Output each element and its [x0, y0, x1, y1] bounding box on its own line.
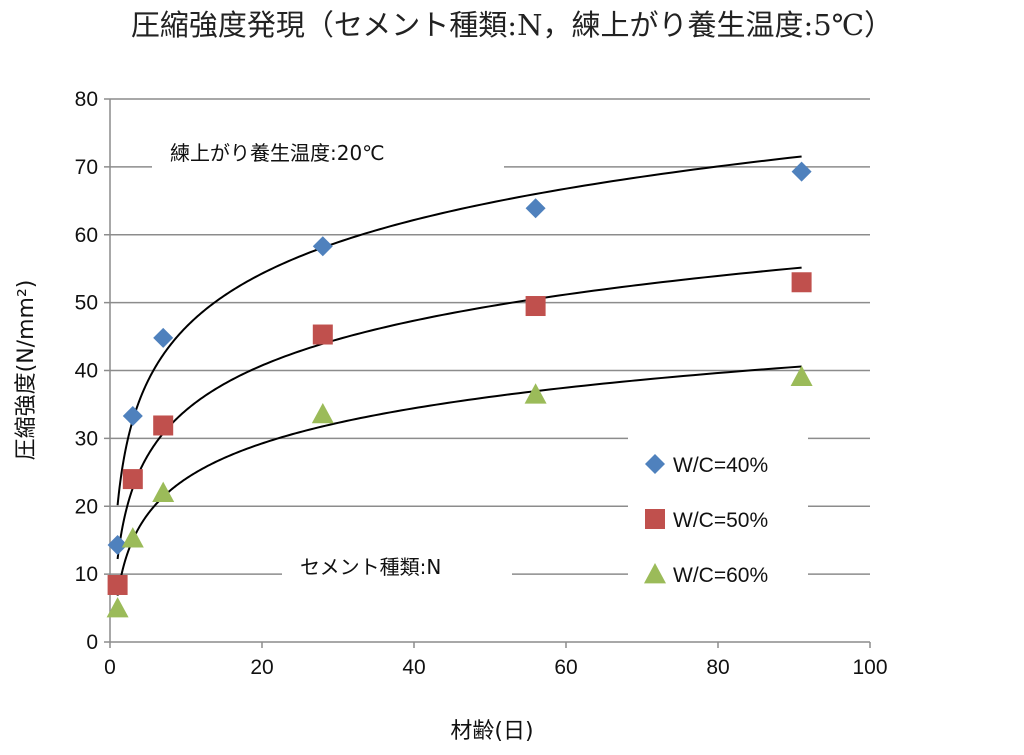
data-point-triangle	[524, 383, 547, 404]
legend-label: W/C=60%	[673, 564, 768, 587]
x-tick-label: 80	[706, 656, 729, 679]
data-point-diamond	[107, 534, 128, 555]
reference-curves	[116, 155, 802, 596]
x-tick-label: 20	[250, 656, 273, 679]
y-tick-label: 70	[75, 156, 98, 179]
x-tick-label: 40	[402, 656, 425, 679]
data-point-square	[153, 415, 174, 436]
legend: W/C=40% W/C=50% W/C=60%	[628, 437, 808, 603]
gridlines	[110, 98, 870, 575]
data-point-square	[107, 574, 128, 595]
x-tick-label: 100	[852, 656, 887, 679]
legend-marker-triangle	[644, 563, 666, 584]
y-tick-label: 80	[75, 88, 98, 111]
data-point-square	[791, 272, 812, 293]
reference-curve-2	[116, 266, 802, 560]
y-tick-label: 60	[75, 224, 98, 247]
y-tick-label: 50	[75, 292, 98, 315]
x-axis-title: 材齢(日)	[450, 719, 533, 744]
y-tick-label: 30	[75, 427, 98, 450]
x-tick-label: 0	[104, 656, 116, 679]
reference-curve-1	[116, 155, 802, 506]
y-tick-label: 0	[86, 631, 98, 654]
data-point-triangle	[121, 527, 144, 548]
data-point-diamond	[312, 236, 333, 257]
y-tick-label: 20	[75, 495, 98, 518]
y-tick-label: 10	[75, 563, 98, 586]
axes: 0 10 20 30 40 50 60 70 80 0 20 40 60 80 100	[75, 88, 888, 679]
legend-marker-diamond	[645, 454, 665, 474]
data-points	[106, 161, 813, 618]
data-point-triangle	[152, 481, 175, 503]
data-point-diamond	[122, 405, 143, 426]
annotation-cement-type: セメント種類:N	[300, 555, 441, 579]
y-axis-title: 圧縮強度(N/mm²)	[14, 280, 39, 461]
data-point-triangle	[790, 365, 813, 386]
annotation-curing-temperature: 練上がり養生温度:20℃	[170, 141, 385, 165]
data-point-square	[122, 469, 143, 490]
annotation-background	[282, 548, 512, 586]
legend-label: W/C=50%	[673, 509, 768, 532]
data-point-diamond	[791, 161, 812, 182]
data-point-square	[312, 324, 333, 345]
legend-marker-square	[645, 509, 665, 529]
reference-curve-3	[116, 365, 802, 596]
y-tick-label: 40	[75, 360, 98, 383]
data-point-square	[525, 296, 546, 317]
data-point-triangle	[311, 402, 334, 424]
annotation-background	[152, 133, 504, 173]
data-point-diamond	[525, 198, 546, 219]
legend-label: W/C=40%	[673, 454, 768, 477]
data-point-triangle	[106, 597, 129, 618]
x-tick-label: 60	[554, 656, 577, 679]
data-point-diamond	[153, 327, 174, 348]
chart-title: 圧縮強度発現（セメント種類:N，練上がり養生温度:5℃）	[130, 8, 894, 42]
